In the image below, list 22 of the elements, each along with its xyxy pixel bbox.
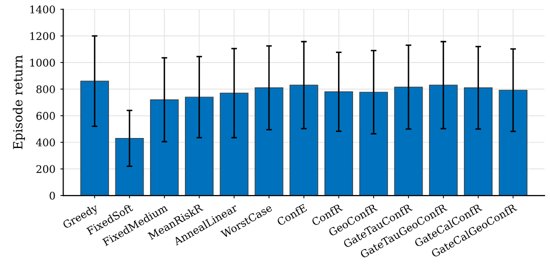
- bar: [359, 92, 388, 196]
- bar: [290, 84, 318, 196]
- bar: [464, 87, 493, 196]
- y-tick-label: 600: [36, 112, 55, 120]
- bar: [150, 99, 179, 196]
- bar: [220, 92, 248, 196]
- y-tick-label: 800: [36, 85, 55, 94]
- y-tick-label: 1200: [30, 32, 55, 40]
- y-tick-label: 0: [50, 192, 55, 200]
- bar: [394, 86, 423, 196]
- bar: [429, 84, 458, 196]
- y-axis-title: Episode return: [12, 55, 25, 150]
- bar: [324, 91, 354, 196]
- y-tick-label: 1400: [30, 6, 55, 14]
- bar: [80, 80, 109, 196]
- y-tick-label: 400: [36, 138, 55, 146]
- bar: [254, 87, 284, 196]
- y-tick-label: 1000: [30, 58, 55, 67]
- bar: [184, 96, 214, 196]
- y-tick-label: 200: [36, 165, 55, 174]
- bar: [115, 138, 144, 196]
- bar: [498, 90, 528, 196]
